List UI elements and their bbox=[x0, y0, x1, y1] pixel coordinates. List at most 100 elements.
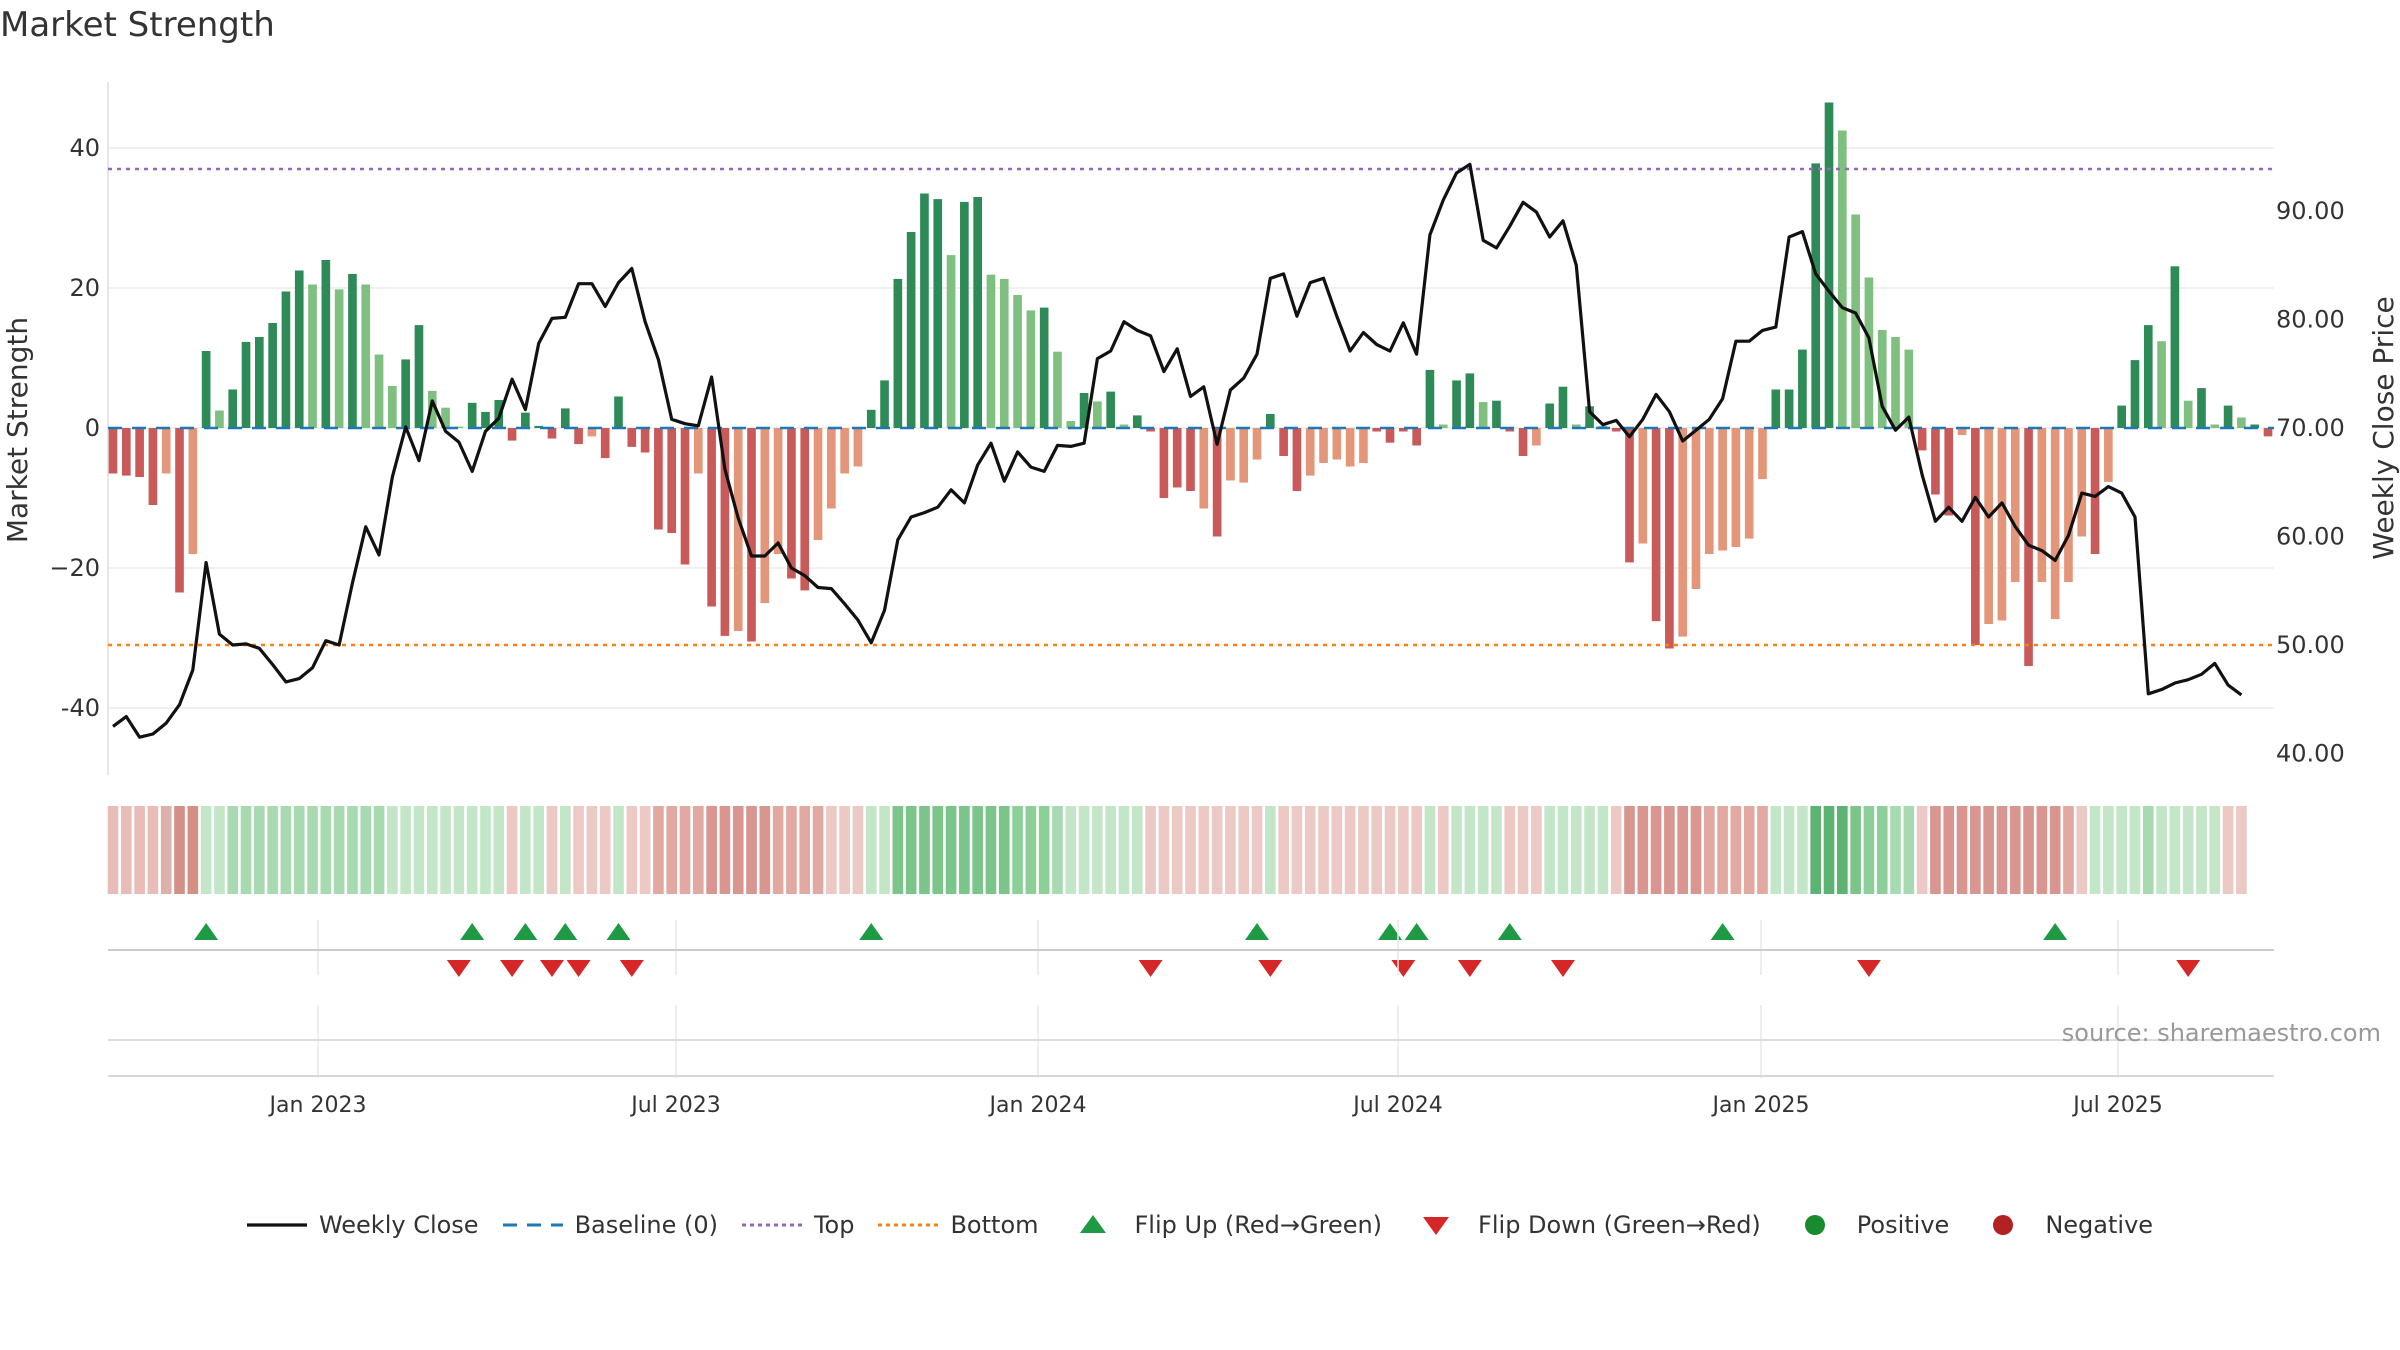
flip-up-marker bbox=[1404, 923, 1429, 940]
strip-cell bbox=[1038, 806, 1050, 894]
strength-bar bbox=[1132, 415, 1142, 428]
strength-bar bbox=[1345, 428, 1355, 467]
flip-down-marker bbox=[1550, 960, 1575, 977]
strength-bar bbox=[388, 386, 397, 428]
strength-bar bbox=[1159, 428, 1169, 498]
strip-cell bbox=[1823, 806, 1835, 894]
strength-bar bbox=[108, 428, 118, 474]
strength-bar bbox=[1199, 428, 1209, 509]
strength-bar bbox=[680, 428, 690, 565]
strength-bar bbox=[1704, 428, 1714, 554]
strength-bar bbox=[1119, 424, 1129, 428]
strip-cell bbox=[134, 806, 145, 894]
flip-up-marker bbox=[194, 923, 219, 940]
strip-cell bbox=[2129, 806, 2141, 894]
strength-bar bbox=[1638, 428, 1648, 544]
strength-bar bbox=[2223, 405, 2233, 428]
strength-bar bbox=[334, 289, 344, 428]
strip-cell bbox=[1437, 806, 1449, 894]
strength-bar bbox=[853, 428, 863, 467]
flip-down-marker bbox=[619, 960, 644, 977]
strip-cell bbox=[1677, 806, 1689, 894]
legend-label: Weekly Close bbox=[318, 1211, 479, 1239]
strength-bar bbox=[1651, 428, 1661, 622]
solid-line-icon bbox=[246, 1223, 307, 1227]
left-tick-label: −20 bbox=[49, 554, 100, 582]
legend-item-flip-down[interactable]: Flip Down (Green→Red) bbox=[1406, 1211, 1761, 1239]
flip-down-marker bbox=[539, 960, 564, 977]
strip-cell bbox=[932, 806, 944, 894]
strength-bar bbox=[1625, 428, 1634, 563]
left-tick-label: 20 bbox=[69, 274, 100, 302]
strip-cell bbox=[1664, 806, 1675, 894]
strength-bar bbox=[1611, 428, 1621, 432]
legend-item-top[interactable]: Top bbox=[741, 1211, 854, 1239]
strength-bar bbox=[1186, 428, 1195, 491]
legend-item-negative[interactable]: Negative bbox=[1973, 1211, 2153, 1239]
strip-cell bbox=[1158, 806, 1170, 894]
strength-bar bbox=[1079, 393, 1089, 428]
strip-cell bbox=[520, 806, 531, 894]
strength-bar bbox=[1771, 389, 1781, 428]
legend-label: Negative bbox=[2045, 1211, 2154, 1239]
strip-cell bbox=[706, 806, 717, 894]
strength-bar bbox=[1252, 428, 1262, 460]
reference-lines bbox=[108, 167, 2274, 647]
strip-cell bbox=[1810, 806, 1822, 894]
legend-item-baseline[interactable]: Baseline (0) bbox=[502, 1211, 718, 1239]
strength-bar bbox=[2237, 417, 2246, 428]
strip-cell bbox=[812, 806, 824, 894]
strip-cell bbox=[1624, 806, 1635, 894]
flip-up-marker bbox=[1245, 923, 1270, 940]
strength-bar bbox=[960, 201, 969, 428]
strength-bar bbox=[1438, 424, 1448, 428]
strip-cell bbox=[559, 806, 571, 894]
strip-cell bbox=[1198, 806, 1210, 894]
strip-cell bbox=[1570, 806, 1582, 894]
strength-bar bbox=[2130, 360, 2140, 428]
flip-down-marker bbox=[566, 960, 591, 977]
strip-cell bbox=[1690, 806, 1702, 894]
right-tick-label: 90.00 bbox=[2276, 197, 2345, 225]
strip-cell bbox=[200, 806, 212, 894]
strength-bar bbox=[1997, 428, 2007, 621]
strength-bar bbox=[1279, 428, 1288, 456]
strength-bar bbox=[999, 278, 1009, 428]
strength-bar bbox=[1545, 403, 1554, 428]
strip-cell bbox=[453, 806, 465, 894]
strip-cell bbox=[852, 806, 864, 894]
strength-bar bbox=[161, 428, 171, 474]
legend-item-flip-up[interactable]: Flip Up (Red→Green) bbox=[1063, 1211, 1382, 1239]
strip-cell bbox=[347, 806, 358, 894]
strip-cell bbox=[1637, 806, 1649, 894]
x-tick-label: Jul 2024 bbox=[1351, 1093, 1443, 1118]
strength-bar bbox=[1532, 428, 1541, 446]
strip-cell bbox=[227, 806, 239, 894]
strength-bar bbox=[1039, 307, 1049, 428]
legend-label: Positive bbox=[1856, 1211, 1950, 1239]
legend-item-bottom[interactable]: Bottom bbox=[878, 1211, 1039, 1239]
strength-bar bbox=[1957, 428, 1967, 435]
legend-label: Baseline (0) bbox=[574, 1211, 718, 1239]
strip-cell bbox=[1916, 806, 1928, 894]
strip-cell bbox=[2089, 806, 2101, 894]
strip-cell bbox=[214, 806, 225, 894]
strength-bar bbox=[414, 325, 424, 428]
strip-cell bbox=[799, 806, 811, 894]
strength-bar bbox=[747, 428, 756, 642]
legend-item-positive[interactable]: Positive bbox=[1785, 1211, 1950, 1239]
strength-bar bbox=[1372, 428, 1382, 432]
strength-bar bbox=[1492, 400, 1501, 428]
strength-bar bbox=[720, 428, 730, 636]
strip-cell bbox=[2103, 806, 2114, 894]
strip-cell bbox=[440, 806, 451, 894]
market-strength-chart: Market Strength Market Strength Weekly C… bbox=[0, 5, 2400, 1118]
strength-bar bbox=[2263, 428, 2273, 437]
strip-cell bbox=[360, 806, 372, 894]
strength-bar bbox=[308, 284, 317, 428]
flip-up-marker bbox=[606, 923, 631, 940]
strip-cell bbox=[413, 806, 425, 894]
strength-bar bbox=[933, 199, 943, 428]
strength-bar bbox=[2104, 428, 2113, 482]
legend-item-weekly-close[interactable]: Weekly Close bbox=[246, 1211, 479, 1239]
